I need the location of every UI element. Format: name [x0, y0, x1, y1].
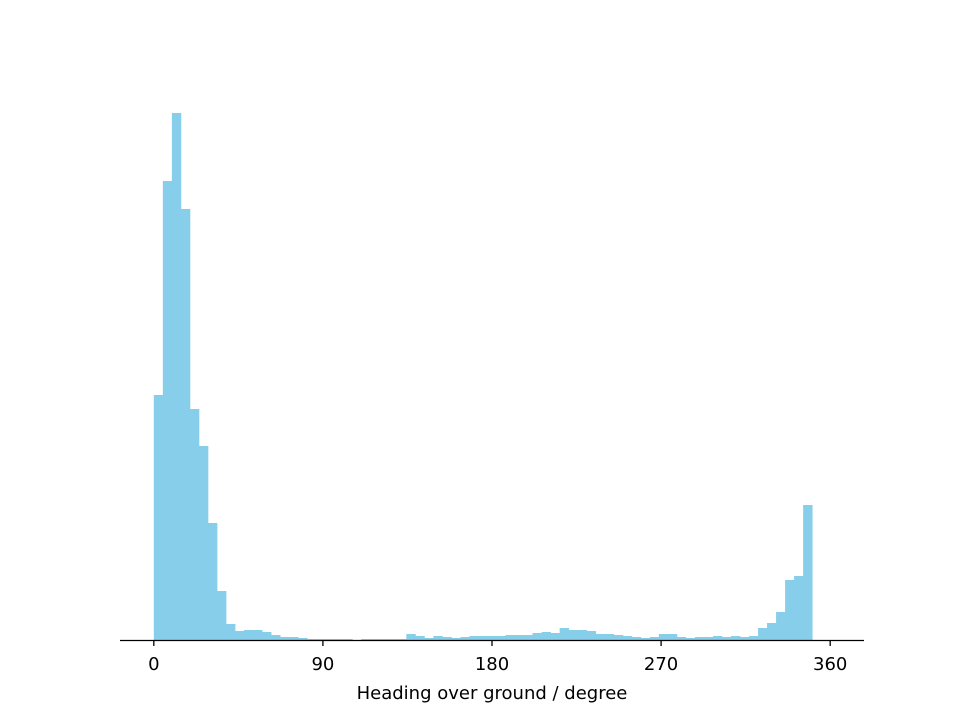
- histogram-bar: [604, 634, 615, 640]
- histogram-bar: [171, 113, 182, 640]
- histogram-bar: [613, 635, 624, 640]
- x-tick-label: 0: [148, 654, 159, 675]
- histogram-bar: [776, 612, 786, 640]
- histogram-bar: [298, 638, 308, 640]
- histogram-bar: [767, 623, 777, 640]
- histogram-bar: [478, 636, 488, 640]
- histogram-bar: [622, 636, 633, 640]
- histogram-bar: [216, 591, 227, 640]
- histogram-bar: [271, 635, 281, 640]
- histogram-bar: [433, 636, 443, 640]
- histogram-bar: [676, 637, 687, 640]
- histogram-bar: [397, 639, 407, 640]
- histogram-bar: [198, 446, 209, 640]
- histogram-bar: [189, 409, 200, 640]
- x-tick-label: 90: [311, 654, 334, 675]
- histogram-bar: [694, 637, 705, 640]
- histogram-bar: [379, 639, 389, 640]
- histogram-bar: [334, 639, 344, 640]
- histogram-bar: [244, 630, 254, 640]
- histogram-bar: [631, 637, 642, 640]
- x-tick-label: 360: [813, 654, 847, 675]
- histogram-bar: [586, 631, 597, 640]
- histogram-bar: [730, 636, 741, 640]
- histogram-bar: [415, 636, 425, 640]
- histogram-bar: [649, 637, 660, 640]
- histogram-bars: [153, 113, 813, 640]
- histogram-bar: [343, 639, 353, 640]
- x-tick-label: 180: [475, 654, 509, 675]
- x-axis-label: Heading over ground / degree: [357, 683, 628, 704]
- histogram-bar: [794, 576, 804, 640]
- histogram-bar: [424, 638, 434, 640]
- histogram-bar: [180, 209, 191, 640]
- histogram-bar: [749, 636, 759, 640]
- histogram-bar: [559, 628, 570, 640]
- histogram-bar: [361, 639, 371, 640]
- histogram-bar: [162, 181, 173, 640]
- histogram-bar: [595, 634, 606, 640]
- histogram-bar: [712, 636, 723, 640]
- histogram-bar: [803, 505, 813, 640]
- histogram-bar: [442, 637, 452, 640]
- histogram-bar: [721, 637, 732, 640]
- histogram-bar: [207, 523, 218, 640]
- histogram-bar: [667, 634, 678, 640]
- histogram-bar: [262, 632, 272, 640]
- histogram-bar: [758, 628, 768, 640]
- histogram-bar: [370, 639, 380, 640]
- histogram-bar: [325, 639, 335, 640]
- histogram-bar: [460, 637, 470, 640]
- histogram-bar: [316, 639, 326, 640]
- histogram-bar: [388, 639, 398, 640]
- histogram-bar: [640, 638, 651, 640]
- histogram-bar: [532, 633, 542, 640]
- histogram-bar: [685, 638, 696, 640]
- histogram-bar: [289, 637, 299, 640]
- histogram-bar: [550, 633, 561, 640]
- histogram-bar: [514, 635, 524, 640]
- histogram-bar: [541, 632, 552, 640]
- histogram-bar: [307, 639, 317, 640]
- histogram-bar: [280, 637, 290, 640]
- histogram-bar: [253, 630, 263, 640]
- histogram-bar: [469, 636, 479, 640]
- histogram-bar: [487, 636, 497, 640]
- histogram-bar: [785, 580, 795, 640]
- histogram-bar: [153, 395, 164, 640]
- histogram-bar: [577, 630, 588, 640]
- x-tick-label: 270: [644, 654, 678, 675]
- histogram-bar: [496, 636, 506, 640]
- histogram-bar: [568, 630, 579, 640]
- histogram-bar: [406, 634, 416, 640]
- histogram-bar: [505, 635, 515, 640]
- histogram-bar: [658, 634, 669, 640]
- x-axis-ticks: 0 90 180 270 360: [148, 640, 847, 675]
- histogram-bar: [703, 637, 714, 640]
- histogram-bar: [451, 638, 461, 640]
- histogram-bar: [740, 637, 750, 640]
- histogram-bar: [225, 624, 236, 640]
- histogram-bar: [523, 635, 533, 640]
- histogram-bar: [234, 631, 245, 640]
